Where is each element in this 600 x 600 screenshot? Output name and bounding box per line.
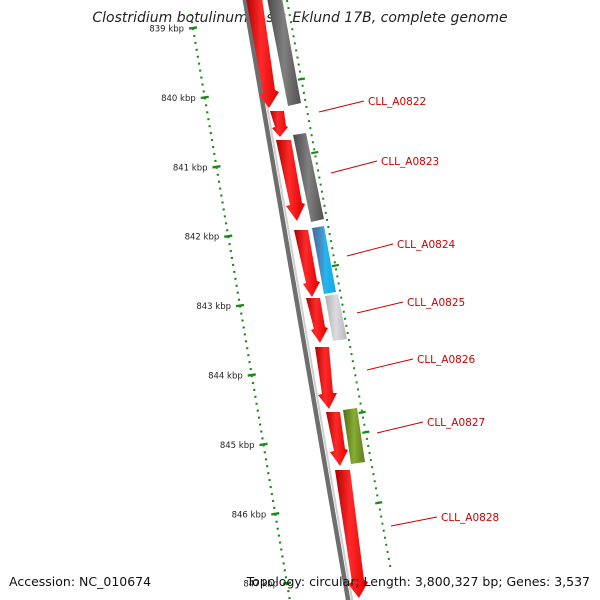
scale-tick	[188, 26, 198, 30]
cds-arrow-forward[interactable]	[335, 470, 368, 598]
gene-label[interactable]: CLL_A0826	[417, 354, 476, 366]
gene-leader-line	[318, 100, 365, 113]
gene-label[interactable]: CLL_A0825	[407, 297, 465, 309]
accession-label: Accession:	[9, 574, 76, 589]
feature-block-green[interactable]	[343, 408, 365, 464]
topology-label: Topology:	[246, 574, 306, 589]
scale-tick-label: 846 kbp	[232, 510, 267, 520]
scale-tick-label: 847 kbp	[243, 580, 278, 590]
outer-dotted-ring	[286, 0, 392, 568]
gene-leader-line	[366, 358, 414, 371]
scale-tick	[212, 165, 221, 169]
map-title: Clostridium botulinum B str. Eklund 17B,…	[92, 10, 508, 26]
scale-tick	[247, 373, 256, 377]
cds-arrow-forward[interactable]	[315, 347, 337, 409]
position-scale: 839 kbp 840 kbp 841 kbp 842 kbp 843 kbp 844 k…	[149, 13, 292, 600]
feature-track	[267, 0, 365, 464]
genes-label: Genes:	[506, 574, 551, 589]
gene-leader-line	[390, 516, 438, 527]
feature-block-blue[interactable]	[312, 226, 336, 294]
scale-tick-label: 842 kbp	[185, 233, 220, 243]
scale-tick-label: 841 kbp	[173, 163, 208, 173]
cds-arrow-forward[interactable]	[294, 230, 320, 297]
scale-tick	[282, 581, 292, 585]
topology-value: circular	[309, 574, 356, 589]
gene-label[interactable]: CLL_A0824	[397, 239, 456, 251]
genome-stats-footer: Topology: circular; Length: 3,800,327 bp…	[246, 574, 590, 589]
cds-arrow-forward[interactable]	[306, 298, 328, 343]
gene-leader-line	[346, 243, 394, 257]
gene-label-layer: CLL_A0822 CLL_A0823 CLL_A0824 CLL_A0825 CLL_…	[318, 96, 499, 527]
cds-arrow-forward[interactable]	[326, 412, 348, 466]
gene-leader-line	[376, 421, 424, 434]
scale-tick	[259, 442, 268, 447]
scale-tick	[235, 303, 245, 308]
scale-tick-label: 845 kbp	[220, 441, 255, 451]
scale-tick-label: 843 kbp	[196, 302, 231, 312]
scale-tick	[200, 95, 209, 100]
cds-arrow-forward[interactable]	[246, 0, 279, 108]
scale-tick-label: 839 kbp	[149, 25, 184, 35]
feature-block-gray[interactable]	[267, 0, 301, 106]
accession-footer: Accession: NC_010674	[9, 574, 151, 589]
scale-tick	[271, 512, 280, 516]
feature-block-gray[interactable]	[293, 133, 324, 222]
scale-tick-label: 844 kbp	[208, 372, 243, 382]
forward-cds-track	[246, 0, 368, 598]
scale-tick	[224, 234, 233, 238]
gene-label[interactable]: CLL_A0827	[427, 417, 485, 429]
gene-leader-line	[330, 160, 378, 174]
gene-leader-line	[356, 301, 404, 314]
accession-value: NC_010674	[79, 574, 152, 589]
gene-label[interactable]: CLL_A0822	[368, 96, 426, 108]
length-label: Length:	[363, 574, 411, 589]
cds-arrow-forward[interactable]	[276, 140, 305, 221]
gene-label[interactable]: CLL_A0828	[441, 512, 499, 524]
length-value: 3,800,327 bp	[414, 574, 499, 589]
feature-block-lightgray[interactable]	[325, 294, 347, 341]
cds-arrow-forward[interactable]	[270, 111, 288, 137]
genes-value: 3,537	[554, 574, 590, 589]
gene-label[interactable]: CLL_A0823	[381, 156, 439, 168]
scale-tick-label: 840 kbp	[161, 94, 196, 104]
